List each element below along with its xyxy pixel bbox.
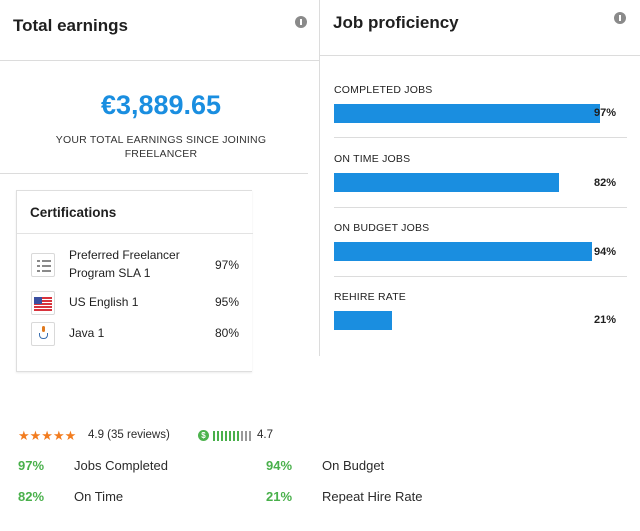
proficiency-label: ON TIME JOBS — [334, 153, 411, 165]
java-icon — [31, 322, 55, 346]
earnings-score-tick — [241, 431, 243, 441]
list-icon — [31, 253, 55, 277]
certification-name: US English 1 — [69, 295, 139, 309]
proficiency-track — [334, 104, 608, 123]
stat-label: On Budget — [322, 458, 385, 473]
job-proficiency-header: Job proficiency — [320, 0, 640, 56]
stat-percentage: 82% — [18, 489, 45, 504]
proficiency-bar — [334, 104, 600, 123]
proficiency-value: 21% — [594, 314, 617, 326]
divider — [334, 207, 627, 208]
proficiency-track — [334, 173, 608, 192]
certification-name: Java 1 — [69, 326, 105, 340]
earnings-amount: €3,889.65 — [100, 90, 222, 120]
earnings-caption: YOUR TOTAL EARNINGS SINCE JOINING FREELA… — [55, 134, 267, 160]
earnings-score-tick — [249, 431, 251, 441]
proficiency-value: 97% — [594, 107, 617, 119]
earnings-score-tick — [217, 431, 219, 441]
proficiency-track — [334, 242, 608, 261]
earnings-score-tick — [233, 431, 235, 441]
proficiency-label: REHIRE RATE — [334, 291, 407, 303]
divider — [17, 233, 253, 234]
divider — [334, 276, 627, 277]
divider — [0, 173, 308, 174]
proficiency-value: 82% — [594, 177, 617, 189]
dollar-icon: $ — [198, 430, 209, 441]
info-icon[interactable] — [295, 16, 307, 28]
earnings-score-tick — [229, 431, 231, 441]
certifications-card: Certifications Preferred Freelancer Prog… — [16, 190, 253, 372]
certification-score: 80% — [214, 326, 239, 340]
proficiency-bar — [334, 242, 592, 261]
stat-percentage: 21% — [266, 489, 293, 504]
earnings-score-tick — [237, 431, 239, 441]
earnings-score: 4.7 — [257, 429, 273, 441]
stat-label: Repeat Hire Rate — [322, 489, 423, 504]
job-proficiency-title: Job proficiency — [333, 13, 459, 32]
divider — [334, 137, 627, 138]
proficiency-track — [334, 311, 608, 330]
proficiency-bar — [334, 173, 559, 192]
earnings-score-tick — [213, 431, 215, 441]
earnings-score-tick — [245, 431, 247, 441]
certification-score: 95% — [214, 295, 239, 309]
stat-label: On Time — [74, 489, 124, 504]
proficiency-label: ON BUDGET JOBS — [334, 222, 430, 234]
total-earnings-panel: Total earnings €3,889.65 YOUR TOTAL EARN… — [0, 0, 320, 372]
stat-label: Jobs Completed — [74, 458, 168, 473]
certifications-title: Certifications — [30, 205, 117, 220]
certification-score: 97% — [214, 258, 239, 272]
certification-name: Preferred Freelancer Program SLA 1 — [69, 248, 180, 280]
job-proficiency-panel: Job proficiency COMPLETED JOBS 97% ON TI… — [319, 0, 640, 356]
stat-percentage: 97% — [18, 458, 45, 473]
earnings-score-tick — [225, 431, 227, 441]
rating-text[interactable]: 4.9 (35 reviews) — [88, 429, 170, 441]
star-rating-icon: ★★★★★ — [18, 428, 77, 443]
proficiency-value: 94% — [594, 246, 617, 258]
us-flag-icon — [31, 291, 55, 315]
earnings-score-tick — [221, 431, 223, 441]
stat-percentage: 94% — [266, 458, 293, 473]
total-earnings-title: Total earnings — [13, 16, 128, 35]
total-earnings-header: Total earnings — [0, 0, 320, 61]
info-icon[interactable] — [614, 12, 626, 24]
proficiency-bar — [334, 311, 392, 330]
proficiency-label: COMPLETED JOBS — [334, 84, 433, 96]
